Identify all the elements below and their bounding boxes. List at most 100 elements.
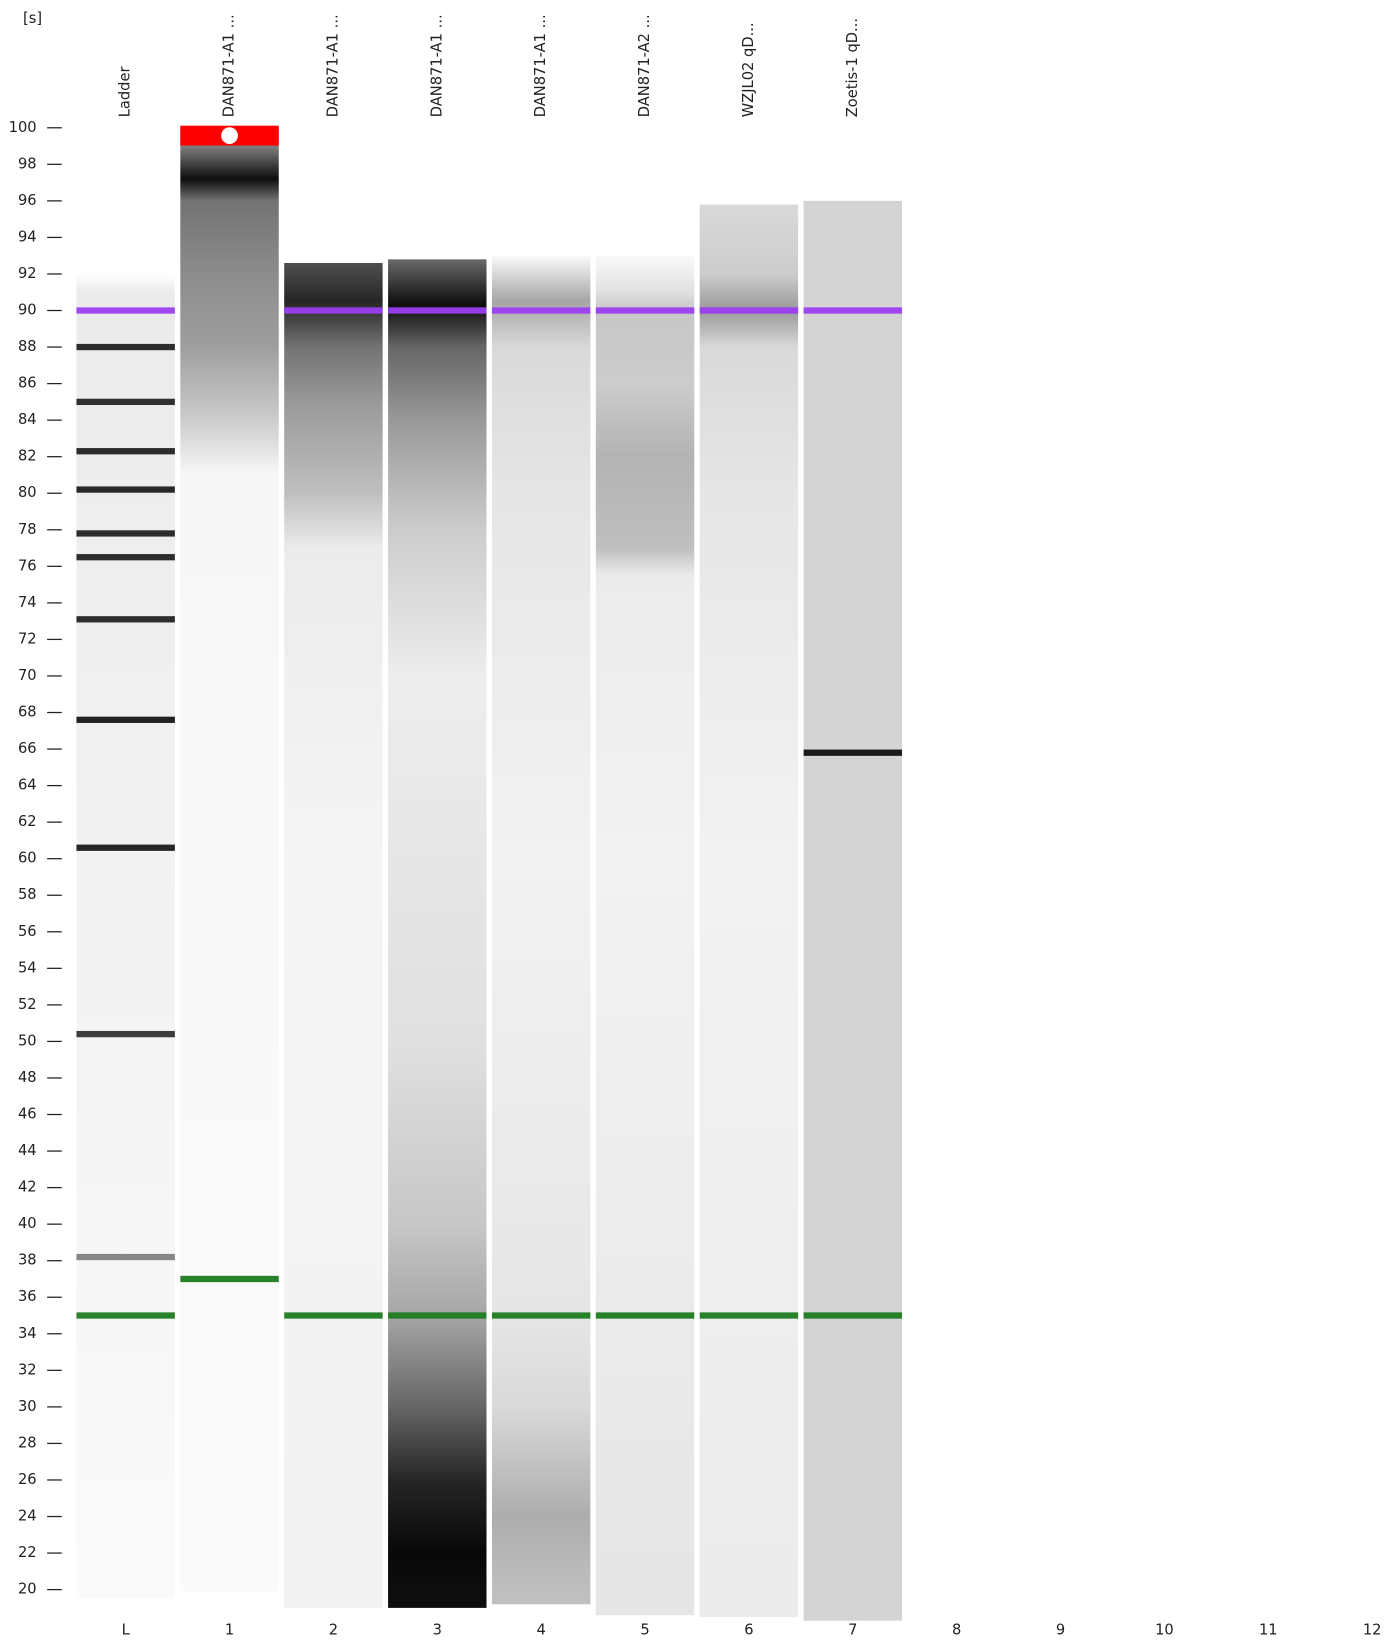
lane-name: DAN871-A1 ... bbox=[324, 14, 341, 117]
lane-number: 8 bbox=[952, 1621, 961, 1638]
lane-name: DAN871-A1 ... bbox=[221, 14, 238, 117]
y-tick-label: 96 bbox=[18, 192, 37, 209]
lane-name: Zoetis-1 qD... bbox=[844, 18, 861, 117]
lane-background bbox=[803, 200, 903, 1621]
band bbox=[595, 1312, 695, 1319]
y-tick-label: 40 bbox=[18, 1215, 37, 1232]
smear bbox=[180, 127, 279, 1592]
y-tick-label: 100 bbox=[9, 119, 37, 136]
band bbox=[76, 554, 175, 561]
y-tick-label: 66 bbox=[18, 740, 37, 757]
y-tick-label: 50 bbox=[18, 1032, 37, 1049]
band bbox=[388, 1312, 487, 1319]
lane-name: DAN871-A1 ... bbox=[532, 14, 549, 117]
y-tick-label: 94 bbox=[18, 228, 37, 245]
y-tick-label: 20 bbox=[18, 1581, 37, 1598]
y-tick-label: 48 bbox=[18, 1069, 37, 1086]
lane-number: 4 bbox=[537, 1621, 546, 1638]
band bbox=[76, 398, 175, 406]
y-tick-label: 84 bbox=[18, 411, 37, 428]
y-tick-label: 38 bbox=[18, 1252, 37, 1269]
y-tick-label: 30 bbox=[18, 1398, 37, 1415]
band bbox=[699, 307, 799, 314]
band bbox=[803, 749, 903, 756]
flag-dot bbox=[221, 127, 238, 145]
lane-number: 7 bbox=[848, 1621, 857, 1638]
lane-number: 9 bbox=[1056, 1621, 1065, 1638]
y-tick-label: 88 bbox=[18, 338, 37, 355]
band bbox=[388, 307, 487, 314]
y-tick-label: 36 bbox=[18, 1288, 37, 1305]
y-tick-label: 64 bbox=[18, 777, 37, 794]
y-tick-label: 24 bbox=[18, 1508, 37, 1525]
band bbox=[76, 448, 175, 455]
band bbox=[491, 307, 591, 314]
y-tick-label: 62 bbox=[18, 813, 37, 830]
smear bbox=[76, 273, 175, 1599]
y-tick-label: 34 bbox=[18, 1325, 37, 1342]
y-tick-label: 42 bbox=[18, 1179, 37, 1196]
y-tick-label: 76 bbox=[18, 557, 37, 574]
smear bbox=[388, 259, 487, 1608]
band bbox=[491, 1312, 591, 1319]
y-tick-label: 56 bbox=[18, 923, 37, 940]
y-tick-label: 86 bbox=[18, 375, 37, 392]
y-tick-label: 98 bbox=[18, 155, 37, 172]
band bbox=[595, 307, 695, 314]
lane-number: 1 bbox=[225, 1621, 234, 1638]
smear bbox=[699, 204, 799, 1618]
band bbox=[180, 1275, 279, 1283]
y-tick-label: 44 bbox=[18, 1142, 37, 1159]
lane-number: 2 bbox=[329, 1621, 338, 1638]
band bbox=[76, 307, 175, 314]
y-tick-label: 22 bbox=[18, 1544, 37, 1561]
y-tick-label: 46 bbox=[18, 1106, 37, 1123]
band bbox=[803, 307, 903, 314]
band bbox=[76, 716, 175, 723]
y-tick-label: 80 bbox=[18, 484, 37, 501]
band bbox=[284, 1312, 383, 1319]
smear bbox=[284, 263, 383, 1608]
lane-name: WZJL02 qD... bbox=[740, 22, 757, 117]
y-tick-label: 68 bbox=[18, 704, 37, 721]
band bbox=[803, 1312, 903, 1319]
lane-name: DAN871-A2 ... bbox=[636, 14, 653, 117]
band bbox=[76, 844, 175, 851]
y-tick-label: 28 bbox=[18, 1434, 37, 1451]
y-tick-label: 82 bbox=[18, 448, 37, 465]
y-unit: [s] bbox=[23, 10, 42, 27]
y-tick-label: 72 bbox=[18, 630, 37, 647]
y-tick-label: 70 bbox=[18, 667, 37, 684]
band bbox=[699, 1312, 799, 1319]
y-tick-label: 54 bbox=[18, 959, 37, 976]
y-tick-label: 26 bbox=[18, 1471, 37, 1488]
band bbox=[284, 307, 383, 314]
lane-name: Ladder bbox=[117, 66, 134, 118]
y-tick-label: 92 bbox=[18, 265, 37, 282]
lane-number: 10 bbox=[1155, 1621, 1174, 1638]
y-tick-label: 90 bbox=[18, 302, 37, 319]
lane-number: 6 bbox=[744, 1621, 753, 1638]
lane-number: 5 bbox=[640, 1621, 649, 1638]
y-tick-label: 78 bbox=[18, 521, 37, 538]
band bbox=[76, 1253, 175, 1261]
lane-number: 3 bbox=[433, 1621, 442, 1638]
smear bbox=[595, 255, 695, 1616]
y-tick-label: 58 bbox=[18, 886, 37, 903]
lane-name: DAN871-A1 ... bbox=[428, 14, 445, 117]
smear bbox=[491, 255, 591, 1605]
lane-number: 12 bbox=[1363, 1621, 1382, 1638]
y-tick-label: 74 bbox=[18, 594, 37, 611]
band bbox=[76, 343, 175, 351]
y-tick-label: 52 bbox=[18, 996, 37, 1013]
y-tick-label: 60 bbox=[18, 850, 37, 867]
band bbox=[76, 616, 175, 623]
band bbox=[76, 486, 175, 493]
band bbox=[76, 1030, 175, 1038]
lane-number: L bbox=[122, 1621, 131, 1638]
y-tick-label: 32 bbox=[18, 1361, 37, 1378]
band bbox=[76, 530, 175, 537]
lane-number: 11 bbox=[1259, 1621, 1278, 1638]
band bbox=[76, 1312, 175, 1319]
